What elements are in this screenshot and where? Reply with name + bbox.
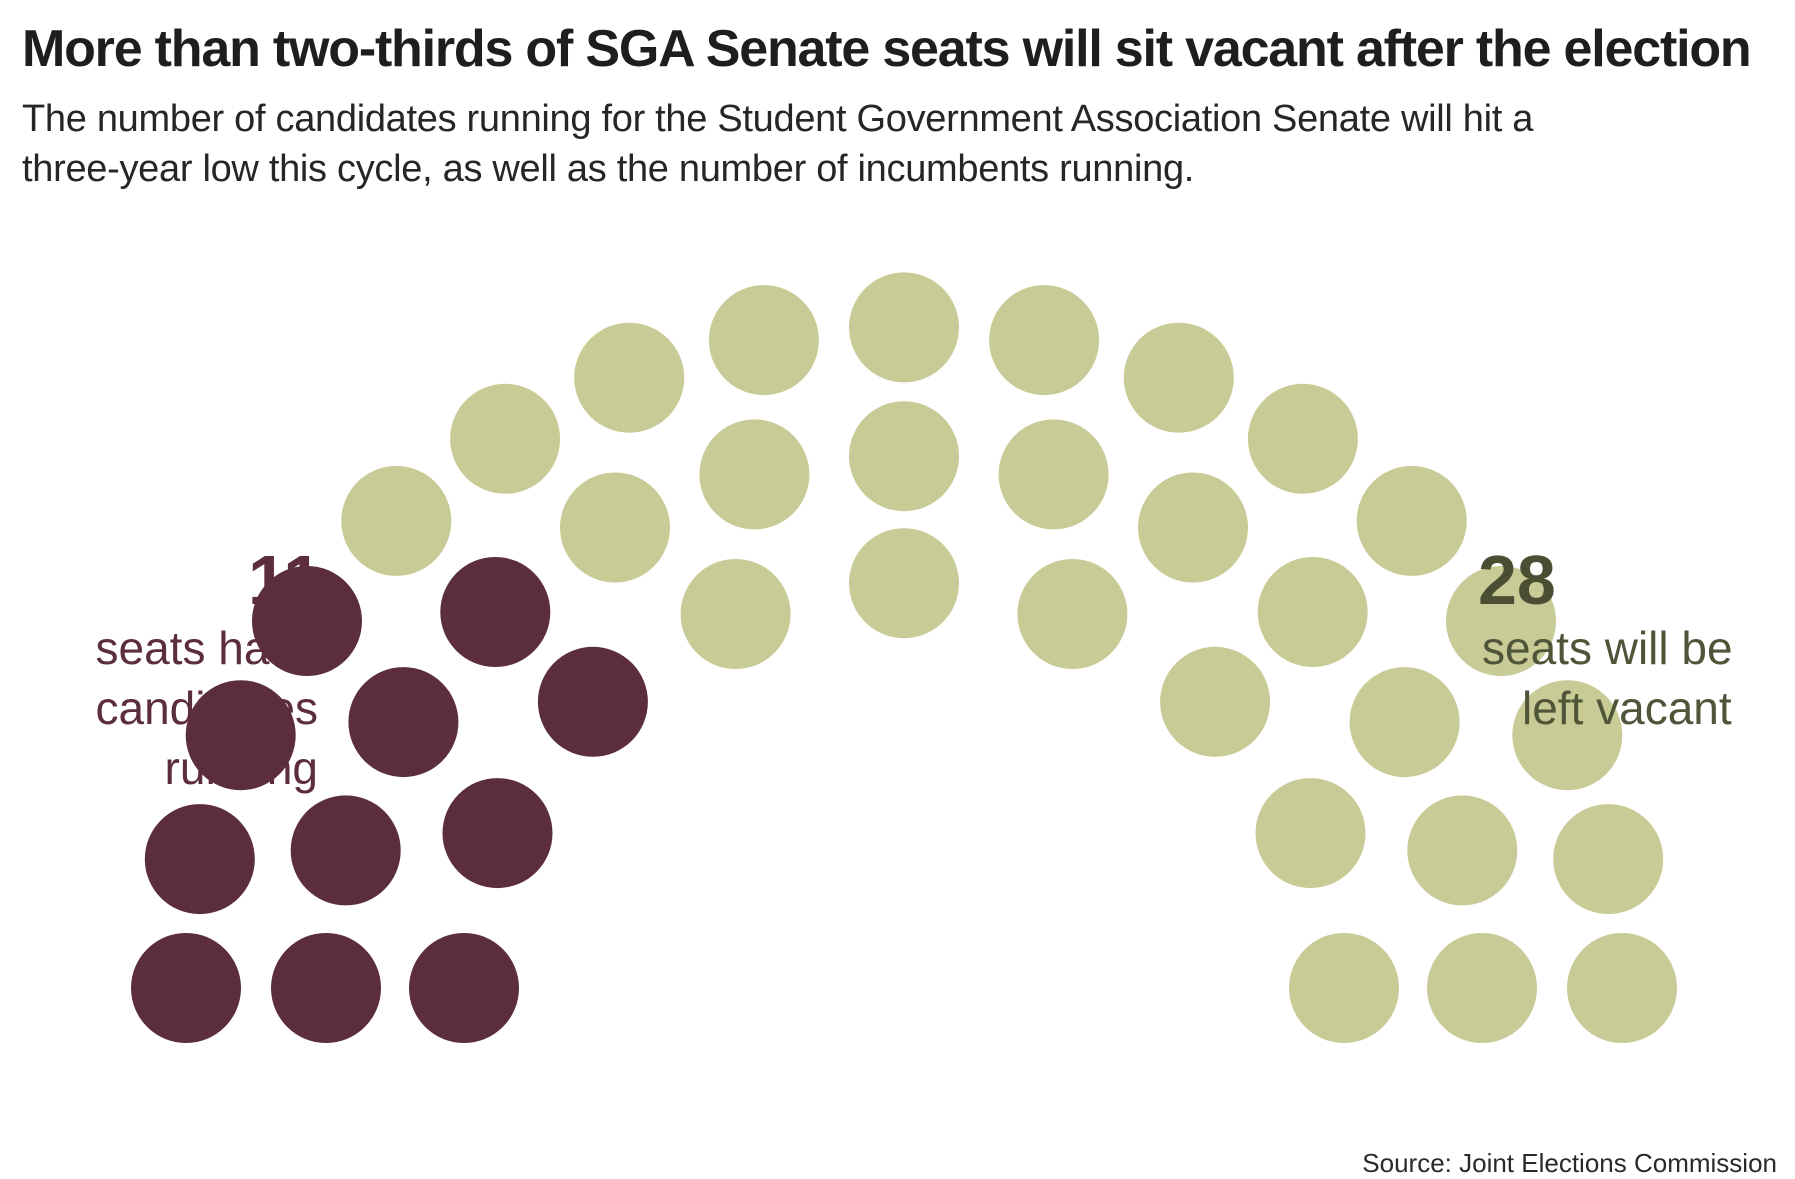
- vacant-seat: [1257, 557, 1368, 667]
- filled-seat: [290, 795, 401, 906]
- vacant-seat: [1289, 933, 1399, 1043]
- vacant-seat: [560, 472, 670, 583]
- vacant-seat: [1446, 566, 1556, 676]
- filled-seat-label: seats have candidates running: [96, 618, 319, 798]
- filled-label-line-1: seats have: [95, 622, 318, 674]
- filled-seat: [537, 646, 648, 757]
- vacant-seat: [450, 383, 561, 494]
- source-note: Source: Joint Elections Commission: [1362, 1148, 1777, 1178]
- filled-seat: [252, 566, 362, 676]
- filled-seat: [440, 557, 551, 667]
- vacant-seat: [1512, 680, 1623, 791]
- vacant-seat: [849, 272, 959, 383]
- vacant-seat: [574, 322, 685, 433]
- vacant-seat: [849, 528, 959, 639]
- filled-seat: [185, 680, 296, 791]
- vacant-seat: [1349, 667, 1460, 778]
- filled-seat: [348, 667, 459, 778]
- filled-seat: [271, 933, 381, 1043]
- vacant-label-line-1: seats will be: [1482, 622, 1733, 674]
- vacant-seat-label: seats will be left vacant: [1482, 618, 1733, 738]
- filled-seat: [409, 933, 519, 1043]
- vacant-seat: [708, 285, 819, 396]
- filled-label-line-2: candidates: [95, 682, 319, 734]
- filled-seat: [131, 933, 241, 1043]
- filled-seat: [144, 804, 255, 915]
- filled-label-line-3: running: [164, 742, 318, 794]
- vacant-seat: [998, 419, 1109, 530]
- vacant-seat: [341, 465, 452, 576]
- vacant-label-line-2: left vacant: [1522, 682, 1732, 734]
- subtitle-line-2: three-year low this cycle, as well as th…: [22, 148, 1195, 190]
- vacant-seat: [1247, 383, 1358, 494]
- vacant-seat: [680, 559, 791, 669]
- chart-title: More than two-thirds of SGA Senate seats…: [22, 20, 1752, 78]
- vacant-seat: [1017, 559, 1128, 669]
- vacant-seat: [849, 401, 959, 512]
- subtitle-line-1: The number of candidates running for the…: [22, 98, 1534, 140]
- vacant-seat: [1356, 465, 1467, 576]
- vacant-seat: [989, 285, 1100, 396]
- vacant-seat: [1427, 933, 1537, 1043]
- vacant-seat: [1160, 646, 1271, 757]
- vacant-seat-count: 28: [1478, 541, 1556, 619]
- vacant-seat: [1567, 933, 1677, 1043]
- filled-seat: [442, 778, 553, 889]
- vacant-seat: [1138, 472, 1248, 583]
- vacant-seat: [1407, 795, 1518, 906]
- filled-seat-count: 11: [248, 541, 322, 619]
- vacant-seat: [1123, 322, 1234, 433]
- vacant-seat: [699, 419, 810, 530]
- vacant-seat: [1255, 778, 1366, 889]
- vacant-seat: [1553, 804, 1664, 915]
- chart-subtitle: The number of candidates running for the…: [22, 94, 1722, 194]
